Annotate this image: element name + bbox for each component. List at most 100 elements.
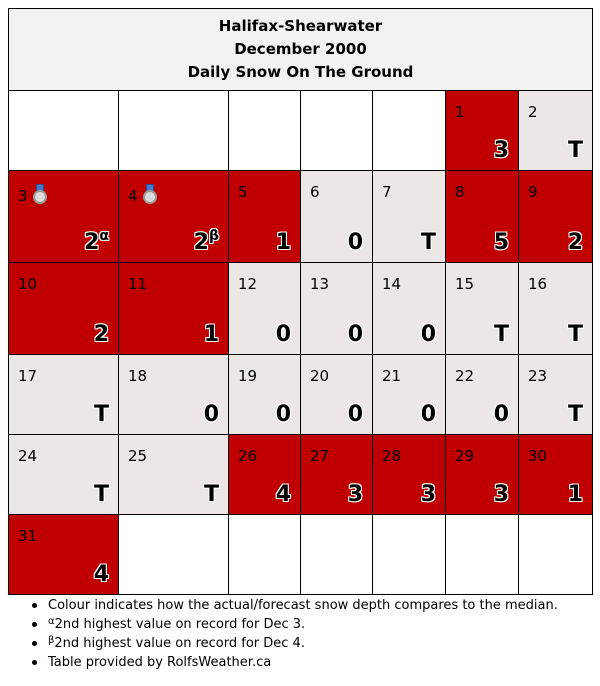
empty-day-cell xyxy=(118,90,229,171)
day-cell: 17 T xyxy=(8,354,119,435)
snow-depth-value: 5 xyxy=(494,230,509,256)
snow-depth-value: T xyxy=(568,402,583,428)
day-cell: 31 4 xyxy=(8,514,119,595)
record-footnote-mark: β xyxy=(208,228,219,244)
day-number: 29 xyxy=(455,447,475,465)
day-number: 13 xyxy=(310,275,330,293)
day-cell: 11 1 xyxy=(118,262,229,355)
day-number-wrap: 3 xyxy=(18,184,49,205)
snow-depth-number: 0 xyxy=(347,322,363,347)
snow-depth-value: 3 xyxy=(494,138,509,164)
day-cell: 25 T xyxy=(118,434,229,515)
note-beta-mark: β xyxy=(48,635,55,646)
day-number: 23 xyxy=(528,367,548,385)
day-cell: 13 0 xyxy=(300,262,373,355)
day-cell: 10 2 xyxy=(8,262,119,355)
chart-title: Daily Snow On The Ground xyxy=(187,63,414,81)
snow-depth-number: T xyxy=(420,230,436,255)
empty-day-cell xyxy=(372,90,446,171)
snow-depth-number: 1 xyxy=(203,322,219,347)
snow-depth-number: T xyxy=(567,138,583,163)
day-number: 15 xyxy=(455,275,475,293)
snow-depth-value: 4 xyxy=(276,482,291,508)
day-number: 26 xyxy=(238,447,258,465)
day-number: 22 xyxy=(455,367,475,385)
snow-depth-number: T xyxy=(93,482,109,507)
snow-depth-number: 1 xyxy=(567,482,583,507)
day-cell: 26 4 xyxy=(228,434,301,515)
snow-depth-value: T xyxy=(204,482,219,508)
empty-day-cell xyxy=(300,90,373,171)
snow-depth-number: 0 xyxy=(203,402,219,427)
day-number: 16 xyxy=(528,275,548,293)
record-footnote-mark: α xyxy=(99,228,109,244)
snow-depth-number: T xyxy=(567,322,583,347)
snow-depth-number: T xyxy=(567,402,583,427)
day-number: 3 xyxy=(18,187,28,205)
day-number: 7 xyxy=(382,183,392,201)
snow-depth-value: 0 xyxy=(348,402,363,428)
snow-depth-value: 0 xyxy=(276,402,291,428)
day-cell: 20 0 xyxy=(300,354,373,435)
day-number: 21 xyxy=(382,367,402,385)
day-number: 28 xyxy=(382,447,402,465)
snow-depth-value: 1 xyxy=(204,322,219,348)
calendar-week-row: 3 2α 4 2β 5 1 6 0 7 T 8 5 9 2 xyxy=(8,170,593,263)
month-year: December 2000 xyxy=(234,40,367,58)
snow-depth-value: 0 xyxy=(348,322,363,348)
snow-depth-number: 4 xyxy=(93,562,109,587)
snow-depth-number: 0 xyxy=(493,402,509,427)
snow-depth-number: 0 xyxy=(420,322,436,347)
empty-day-cell xyxy=(518,514,593,595)
day-cell: 15 T xyxy=(445,262,519,355)
note-alpha-text: 2nd highest value on record for Dec 3. xyxy=(54,617,306,632)
empty-day-cell xyxy=(8,90,119,171)
day-number: 9 xyxy=(528,183,538,201)
snow-depth-number: 0 xyxy=(275,322,291,347)
snow-depth-number: 0 xyxy=(275,402,291,427)
day-number: 12 xyxy=(238,275,258,293)
snow-depth-value: 0 xyxy=(276,322,291,348)
snow-depth-value: 3 xyxy=(494,482,509,508)
snow-depth-number: 3 xyxy=(420,482,436,507)
snow-depth-number: 5 xyxy=(493,230,509,255)
day-cell: 3 2α xyxy=(8,170,119,263)
day-number: 24 xyxy=(18,447,38,465)
day-number: 31 xyxy=(18,527,38,545)
day-number: 6 xyxy=(310,183,320,201)
note-colour: Colour indicates how the actual/forecast… xyxy=(30,596,558,615)
snow-depth-number: T xyxy=(93,402,109,427)
snow-depth-number: 0 xyxy=(347,402,363,427)
day-cell: 18 0 xyxy=(118,354,229,435)
day-number: 25 xyxy=(128,447,148,465)
empty-day-cell xyxy=(445,514,519,595)
day-number: 18 xyxy=(128,367,148,385)
day-cell: 19 0 xyxy=(228,354,301,435)
empty-day-cell xyxy=(228,90,301,171)
day-cell: 30 1 xyxy=(518,434,593,515)
calendar-week-row: 31 4 xyxy=(8,514,593,595)
day-cell: 12 0 xyxy=(228,262,301,355)
day-number: 17 xyxy=(18,367,38,385)
station-name: Halifax-Shearwater xyxy=(218,17,383,35)
day-number: 2 xyxy=(528,103,538,121)
snow-depth-value: 1 xyxy=(276,230,291,256)
day-cell: 28 3 xyxy=(372,434,446,515)
snow-depth-value: 0 xyxy=(421,322,436,348)
day-cell: 22 0 xyxy=(445,354,519,435)
snow-depth-value: 2 xyxy=(94,322,109,348)
day-number: 14 xyxy=(382,275,402,293)
calendar-header: Halifax-Shearwater December 2000 Daily S… xyxy=(8,8,593,91)
snow-depth-number: 3 xyxy=(347,482,363,507)
snow-depth-number: 3 xyxy=(493,138,509,163)
calendar-week-row: 24 T 25 T 26 4 27 3 28 3 29 3 30 1 xyxy=(8,434,593,515)
snow-depth-number: 0 xyxy=(420,402,436,427)
day-number: 10 xyxy=(18,275,38,293)
snow-depth-value: 0 xyxy=(421,402,436,428)
